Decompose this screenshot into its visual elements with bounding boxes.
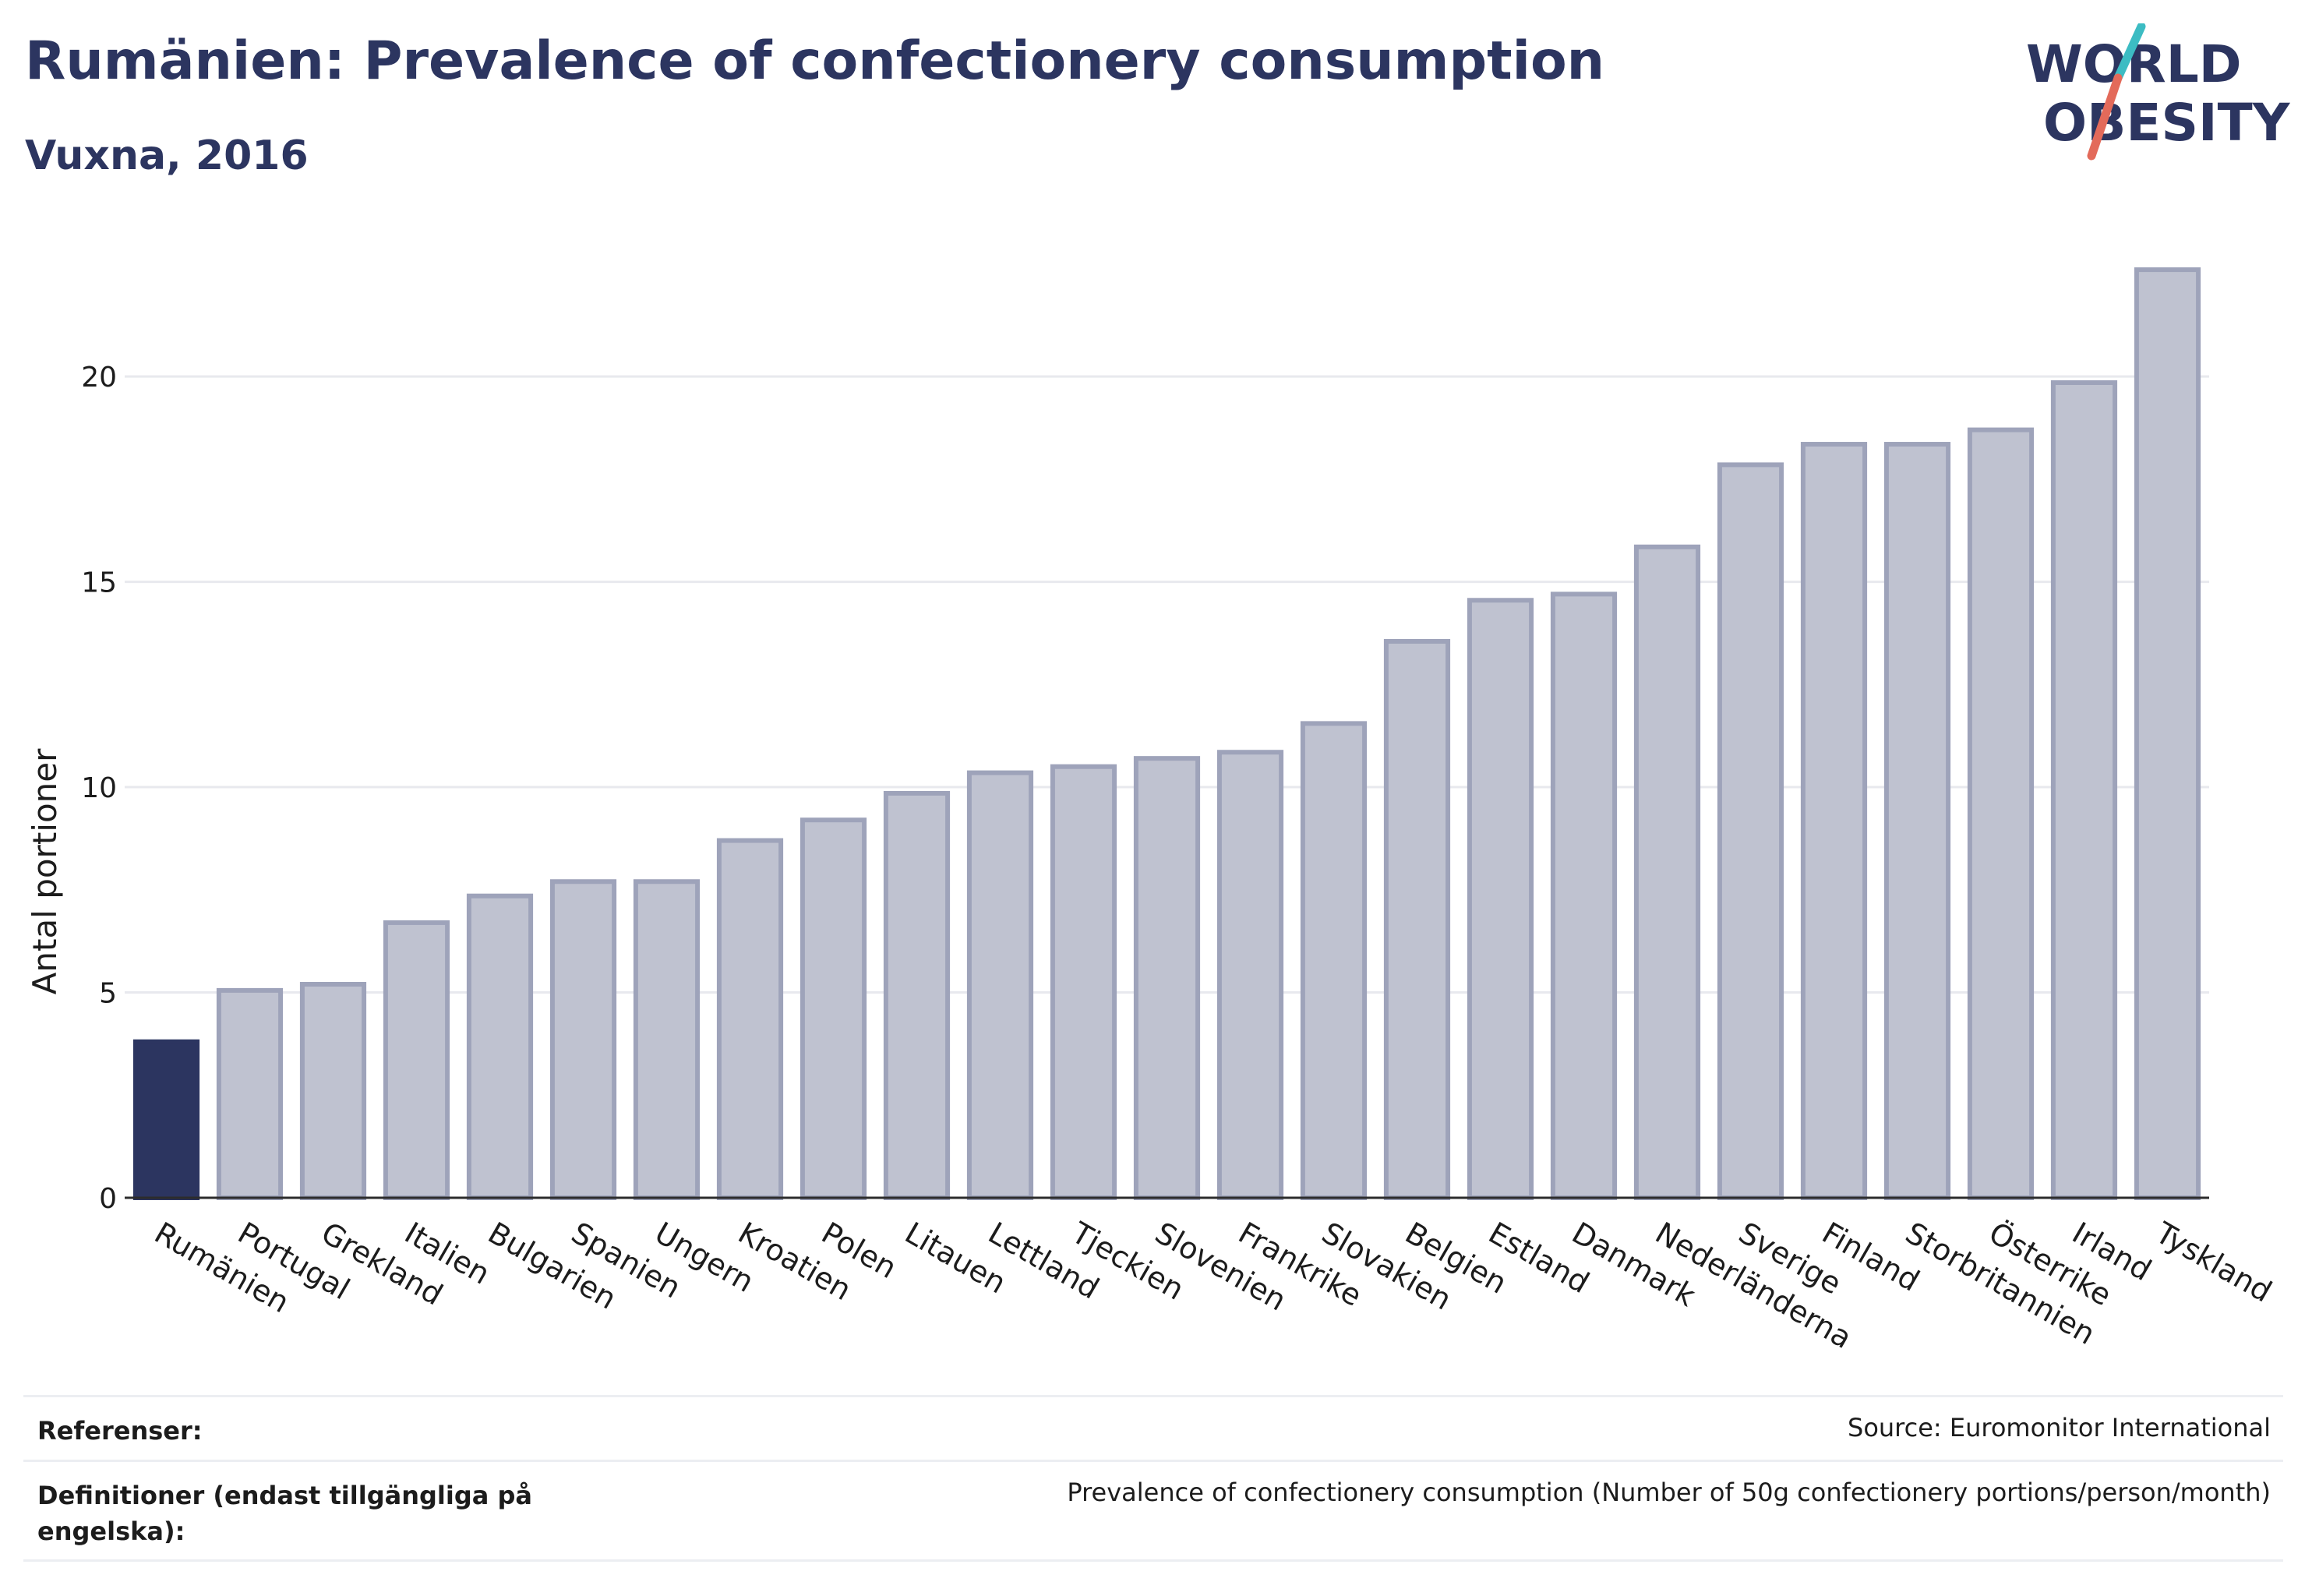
bar-polen	[800, 817, 867, 1200]
bar-tyskland	[2134, 267, 2201, 1200]
world-obesity-logo: WORLD OBESITY	[2026, 23, 2291, 161]
references-row: Referenser: Source: Euromonitor Internat…	[23, 1395, 2283, 1461]
references-value: Source: Euromonitor International	[1848, 1413, 2271, 1442]
bars	[132, 267, 2201, 1201]
bar-kroatien	[716, 838, 784, 1201]
bar-frankrike	[1216, 750, 1284, 1200]
bar-bulgarien	[466, 893, 534, 1201]
logo-slash-coral	[2087, 73, 2123, 161]
bar-nederländerna	[1633, 544, 1701, 1200]
bar-sverige	[1717, 462, 1784, 1200]
definitions-label: Definitioner (endast tillgängliga på eng…	[37, 1481, 532, 1547]
y-tick-label: 5	[99, 978, 117, 1010]
bar-lettland	[966, 770, 1034, 1200]
y-tick-label: 10	[81, 772, 117, 804]
bar-storbritannien	[1883, 442, 1951, 1200]
bar-slovakien	[1300, 721, 1368, 1200]
bar-litauen	[883, 790, 951, 1200]
bar-österrike	[1967, 427, 2035, 1200]
definitions-row: Definitioner (endast tillgängliga på eng…	[23, 1460, 2283, 1562]
bar-estland	[1467, 598, 1534, 1200]
bar-portugal	[216, 987, 284, 1200]
bar-slovenien	[1133, 756, 1201, 1200]
x-tick-label: Tyskland	[2149, 1215, 2278, 1308]
y-tick-label: 20	[81, 362, 117, 394]
y-axis-label: Antal portioner	[26, 748, 64, 994]
bar-finland	[1800, 442, 1868, 1200]
bar-danmark	[1550, 591, 1618, 1200]
logo-line2: OBESITY	[2043, 93, 2291, 153]
bar-irland	[2050, 380, 2118, 1200]
bar-spanien	[549, 879, 617, 1201]
bar-belgien	[1383, 638, 1451, 1200]
bar-tjeckien	[1050, 764, 1117, 1200]
bar-chart: 05101520RumänienPortugalGreklandItalienB…	[26, 267, 2278, 1355]
bar-rumänien	[132, 1039, 200, 1200]
chart-subtitle: Vuxna, 2016	[25, 132, 309, 179]
bar-ungern	[633, 879, 701, 1201]
definitions-value: Prevalence of confectionery consumption …	[1067, 1478, 2271, 1507]
logo-slash-teal	[2113, 23, 2146, 83]
bar-grekland	[299, 981, 367, 1201]
chart-title: Rumänien: Prevalence of confectionery co…	[25, 30, 1605, 92]
references-label: Referenser:	[37, 1416, 203, 1446]
bar-italien	[383, 920, 450, 1200]
y-tick-label: 15	[81, 567, 117, 599]
y-tick-label: 0	[99, 1183, 117, 1215]
